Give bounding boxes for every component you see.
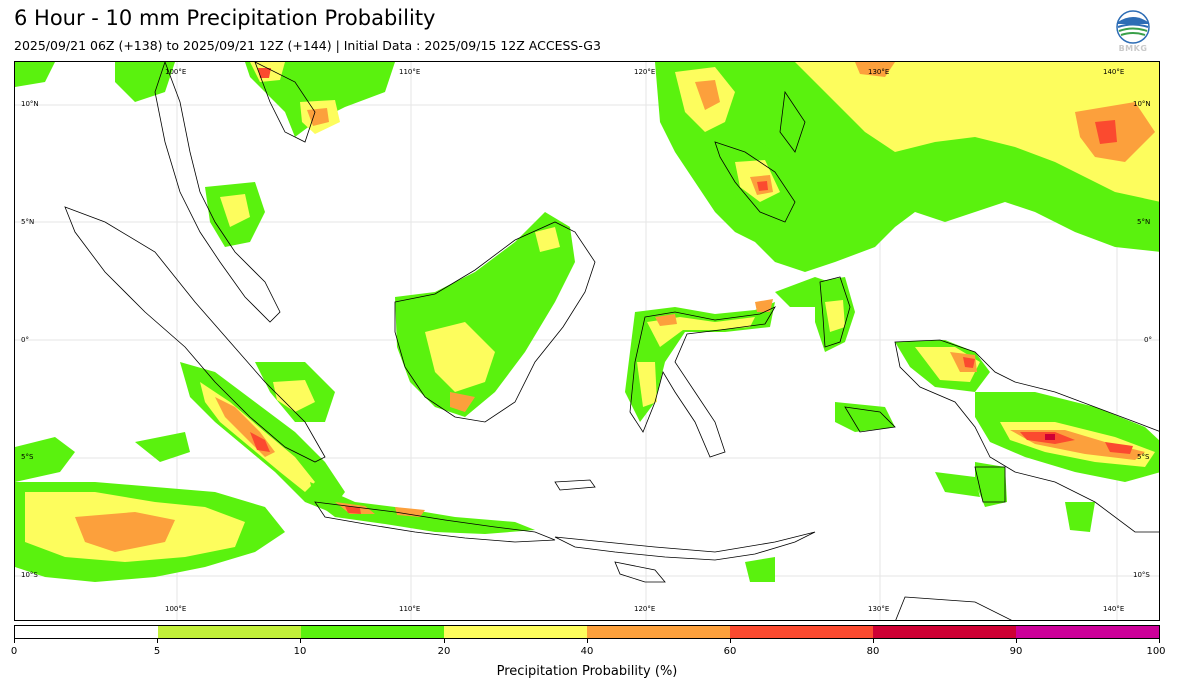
colorbar-tick-label: 10: [293, 646, 307, 657]
lon-label-bottom-140: 140°E: [1103, 605, 1125, 613]
lat-label-left-5s: 5°S: [21, 453, 34, 461]
colorbar-tick: [300, 639, 301, 643]
colorbar-tick-label: 100: [1146, 646, 1166, 657]
lat-label-right-10n: 10°N: [1133, 100, 1151, 108]
colorbar-segment-4: [587, 626, 730, 638]
lat-label-right-0: 0°: [1144, 336, 1152, 344]
lat-label-right-5n: 5°N: [1137, 218, 1151, 226]
lat-label-left-5n: 5°N: [21, 218, 35, 226]
colorbar-tick-label: 90: [1009, 646, 1023, 657]
colorbar-segment-6: [873, 626, 1016, 638]
colorbar-tick: [444, 639, 445, 643]
colorbar-tick: [1016, 639, 1017, 643]
lon-label-top-100: 100°E: [165, 68, 187, 76]
logo-text: BMKG: [1118, 44, 1148, 53]
colorbar-tick-label: 0: [10, 646, 18, 657]
lat-label-left-10n: 10°N: [21, 100, 39, 108]
lon-label-bottom-120: 120°E: [634, 605, 656, 613]
colorbar-tick: [730, 639, 731, 643]
colorbar-tick-label: 20: [437, 646, 451, 657]
lat-label-left-10s: 10°S: [21, 571, 38, 579]
colorbar-segment-2: [301, 626, 444, 638]
lon-label-bottom-130: 130°E: [868, 605, 890, 613]
lat-label-left-0: 0°: [21, 336, 29, 344]
precip-fields: [15, 62, 1159, 582]
colorbar-tick: [1159, 639, 1160, 643]
colorbar-segment-7: [1016, 626, 1159, 638]
colorbar-tick: [14, 639, 15, 643]
colorbar-tick-label: 5: [153, 646, 161, 657]
lat-label-right-10s: 10°S: [1133, 571, 1150, 579]
colorbar-tick: [873, 639, 874, 643]
coastlines: [64, 62, 1159, 620]
precipitation-map: 100°E 110°E 120°E 130°E 140°E 100°E 110°…: [14, 61, 1160, 621]
colorbar-segment-1: [158, 626, 301, 638]
lon-label-top-120: 120°E: [634, 68, 656, 76]
map-canvas: [15, 62, 1159, 620]
map-subtitle: 2025/09/21 06Z (+138) to 2025/09/21 12Z …: [14, 38, 601, 53]
colorbar-tick-label: 40: [580, 646, 594, 657]
colorbar-title: Precipitation Probability (%): [496, 664, 678, 679]
lon-label-bottom-110: 110°E: [399, 605, 421, 613]
lon-label-top-110: 110°E: [399, 68, 421, 76]
colorbar-segment-0: [15, 626, 158, 638]
lon-label-top-140: 140°E: [1103, 68, 1125, 76]
colorbar-tick: [587, 639, 588, 643]
colorbar-segment-3: [444, 626, 587, 638]
bmkg-logo-icon: [1116, 10, 1150, 44]
lat-label-right-5s: 5°S: [1137, 453, 1150, 461]
lon-label-bottom-100: 100°E: [165, 605, 187, 613]
colorbar-tick-label: 80: [866, 646, 880, 657]
colorbar-tick-label: 60: [723, 646, 737, 657]
colorbar-tick: [157, 639, 158, 643]
colorbar-segment-5: [730, 626, 873, 638]
colorbar: [14, 625, 1160, 639]
map-title: 6 Hour - 10 mm Precipitation Probability: [14, 6, 436, 30]
lon-label-top-130: 130°E: [868, 68, 890, 76]
